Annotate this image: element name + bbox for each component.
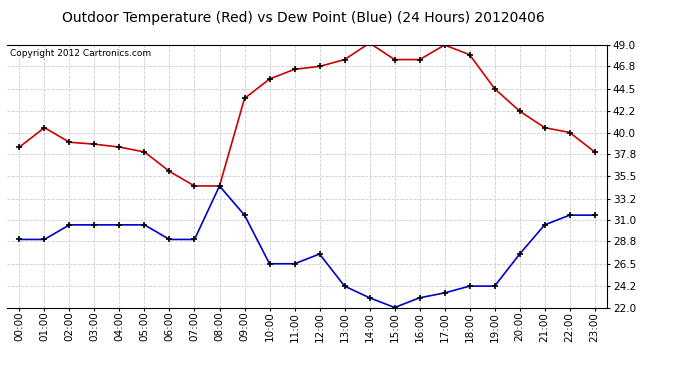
Text: Outdoor Temperature (Red) vs Dew Point (Blue) (24 Hours) 20120406: Outdoor Temperature (Red) vs Dew Point (… xyxy=(62,11,545,25)
Text: Copyright 2012 Cartronics.com: Copyright 2012 Cartronics.com xyxy=(10,49,151,58)
